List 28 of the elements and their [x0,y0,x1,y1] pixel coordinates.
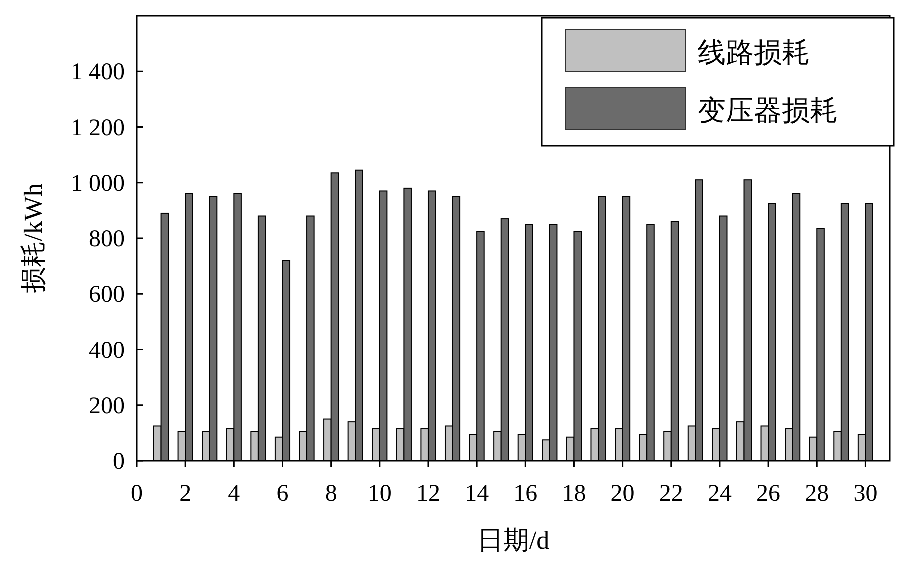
x-tick-label: 16 [514,481,538,507]
y-tick-label: 1 000 [71,170,125,197]
x-axis-title: 日期/d [477,526,550,555]
x-tick-label: 4 [228,481,240,507]
x-tick-label: 10 [368,481,392,507]
y-axis-title: 损耗/kWh [19,184,48,294]
x-tick-label: 8 [325,481,338,507]
x-tick-label: 26 [756,481,781,507]
x-tick-label: 6 [276,481,289,507]
x-tick-label: 22 [659,481,684,507]
x-tick-label: 0 [131,481,143,507]
x-tick-label: 14 [465,481,490,507]
x-tick-label: 24 [708,481,732,507]
x-tick-label: 18 [562,481,586,507]
y-tick-label: 200 [89,393,125,420]
x-tick-label: 12 [416,481,440,507]
y-tick-label: 400 [89,338,125,364]
legend-label: 线路损耗 [698,38,810,69]
legend-label: 变压器损耗 [698,96,838,127]
y-tick-label: 600 [89,282,125,308]
x-tick-label: 2 [180,481,192,507]
y-tick-label: 0 [113,449,125,475]
y-tick-label: 1 400 [71,60,125,86]
x-tick-label: 28 [805,481,830,507]
x-tick-label: 20 [610,481,635,507]
y-tick-label: 800 [89,226,125,252]
y-tick-label: 1 200 [71,115,125,142]
x-tick-label: 30 [854,481,878,507]
